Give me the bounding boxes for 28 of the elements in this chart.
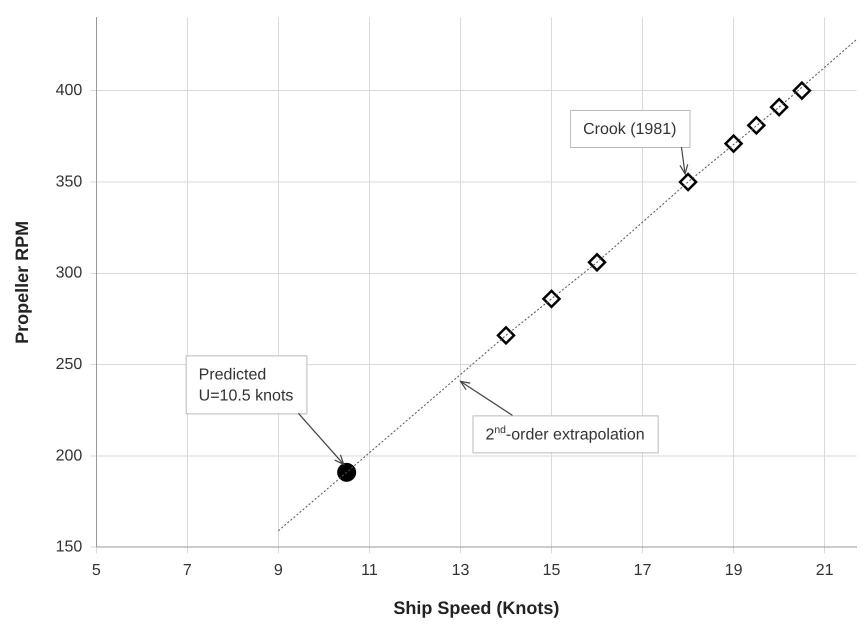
point (337, 462, 356, 482)
point (724, 134, 743, 153)
annotation: Crook (1981) (583, 120, 676, 138)
x-tick-label: 21 (816, 562, 834, 580)
x-tick-label: 13 (452, 562, 470, 580)
point (792, 81, 812, 100)
point (747, 116, 766, 135)
annotation: Predicted U=10.5 knots (198, 366, 294, 404)
y-tick-label: 150 (56, 538, 82, 556)
y-tick-label: 400 (56, 82, 82, 100)
x-axis-title: Ship Speed (Knots) (393, 598, 560, 618)
x-tick-label: 17 (634, 562, 652, 580)
y-tick-label: 350 (56, 173, 82, 190)
x-tick-label: 19 (724, 562, 743, 580)
x-tick-label: 15 (542, 562, 561, 580)
y-tick-label: 250 (56, 356, 82, 373)
y-tick-label: 300 (56, 264, 82, 282)
x-tick-label: 7 (182, 562, 192, 580)
y-tick-label: 200 (56, 447, 82, 464)
y-axis-title: Propeller RPM (12, 220, 32, 344)
point (496, 326, 516, 345)
point (678, 172, 698, 192)
x-tick-label: 5 (92, 562, 101, 580)
point (588, 253, 606, 272)
point (770, 98, 788, 116)
point (542, 290, 561, 308)
x-tick-label: 11 (361, 562, 378, 580)
x-tick-label: 9 (274, 562, 283, 580)
